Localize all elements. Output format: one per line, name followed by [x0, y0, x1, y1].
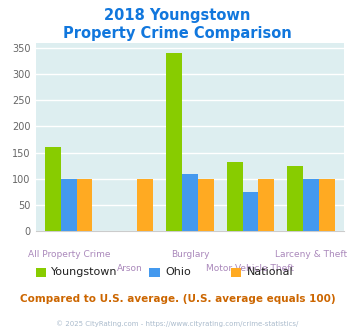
- Bar: [227, 161, 242, 231]
- Bar: [303, 179, 319, 231]
- Bar: [182, 174, 198, 231]
- Bar: [61, 179, 77, 231]
- Bar: [77, 179, 92, 231]
- Text: Arson: Arson: [116, 264, 142, 273]
- Bar: [242, 192, 258, 231]
- Text: National: National: [247, 267, 293, 277]
- Bar: [137, 179, 153, 231]
- Text: Property Crime Comparison: Property Crime Comparison: [63, 26, 292, 41]
- Text: © 2025 CityRating.com - https://www.cityrating.com/crime-statistics/: © 2025 CityRating.com - https://www.city…: [56, 320, 299, 327]
- Text: 2018 Youngstown: 2018 Youngstown: [104, 8, 251, 23]
- Bar: [288, 166, 303, 231]
- Text: Burglary: Burglary: [171, 250, 209, 259]
- Bar: [258, 179, 274, 231]
- Text: Motor Vehicle Theft: Motor Vehicle Theft: [207, 264, 295, 273]
- Bar: [45, 148, 61, 231]
- Bar: [166, 53, 182, 231]
- Bar: [319, 179, 335, 231]
- Text: Youngstown: Youngstown: [51, 267, 118, 277]
- Text: Larceny & Theft: Larceny & Theft: [275, 250, 347, 259]
- Text: All Property Crime: All Property Crime: [28, 250, 110, 259]
- Text: Compared to U.S. average. (U.S. average equals 100): Compared to U.S. average. (U.S. average …: [20, 294, 335, 304]
- Text: Ohio: Ohio: [165, 267, 191, 277]
- Bar: [198, 179, 214, 231]
